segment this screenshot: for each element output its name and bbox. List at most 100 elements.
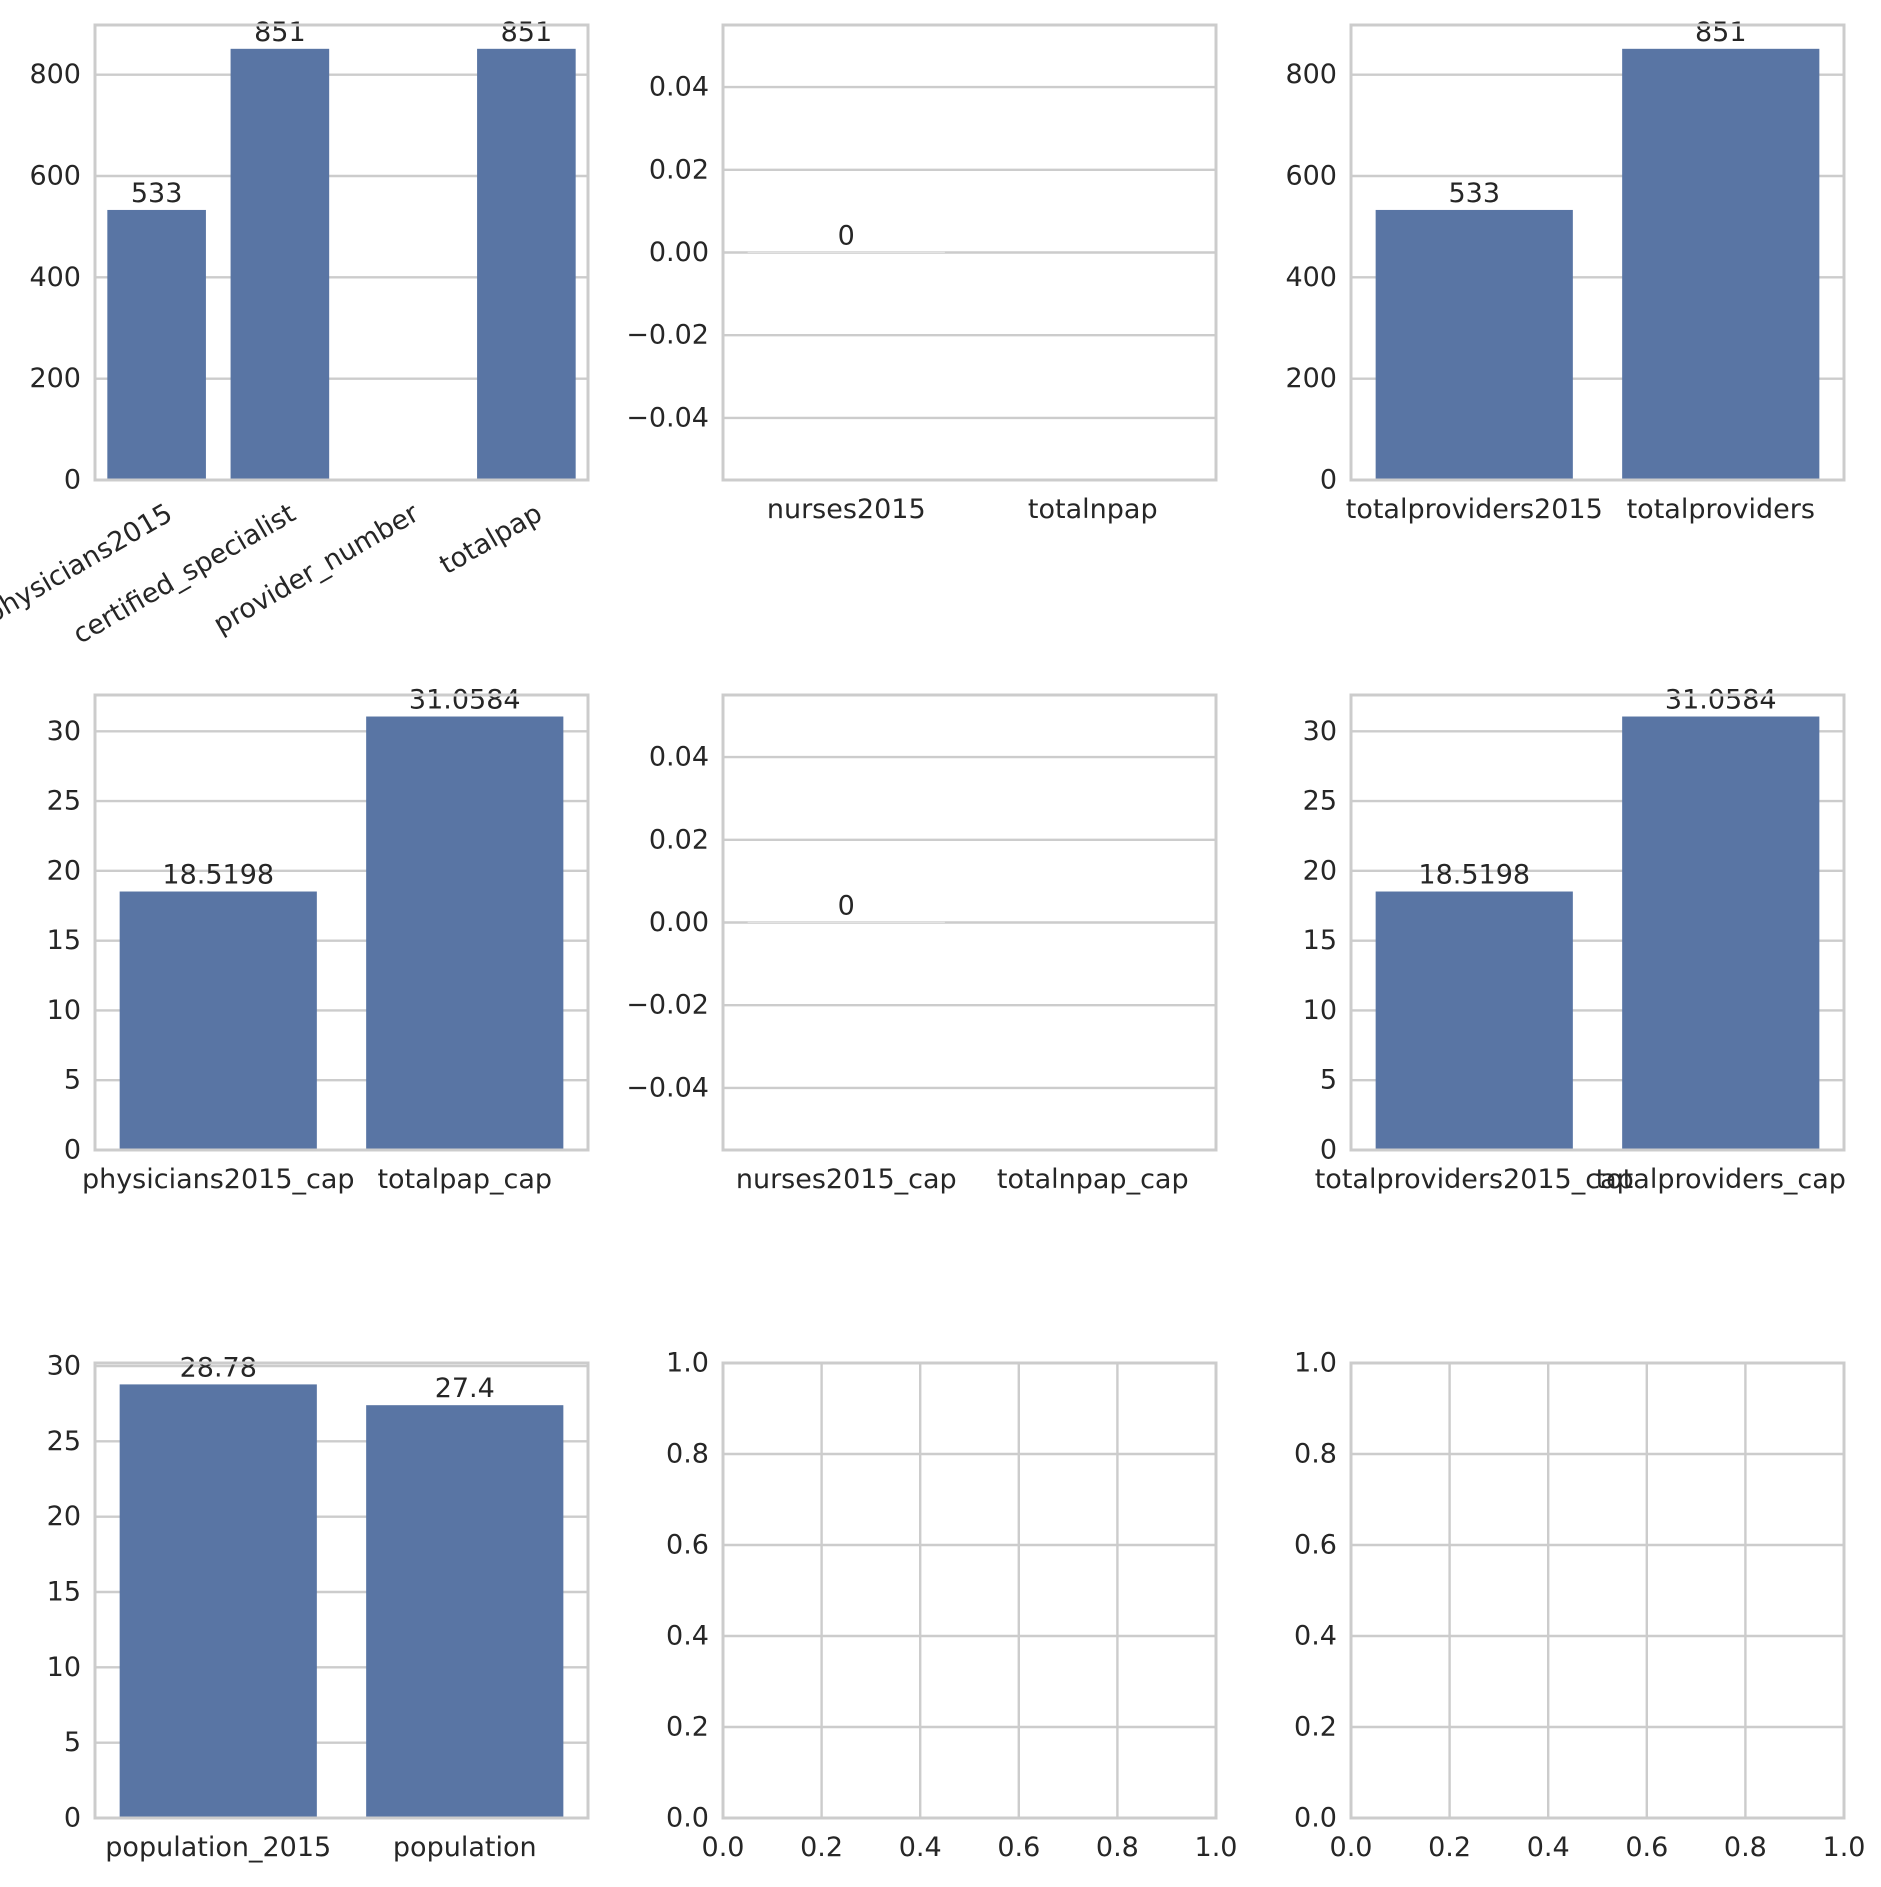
y-tick-label: −0.02	[626, 320, 709, 351]
y-tick-label: 0.0	[1294, 1803, 1337, 1834]
y-tick-label: 0	[1320, 1135, 1337, 1166]
y-tick-label: 400	[29, 262, 81, 293]
bar-value-label: 533	[131, 178, 183, 209]
bar-value-label: 31.0584	[1665, 685, 1777, 716]
bar-value-label: 851	[254, 17, 306, 48]
subplot-2: −0.04 −0.02 0.00 0.02 0.04 0 nurses2015 totalnp…	[626, 23, 1218, 525]
subplot-8: 0.0 0.2 0.4 0.6 0.8 1.0 0.0 0.2 0.4 0.6 0.8 1.0	[666, 1348, 1237, 1864]
y-tick-label: 15	[1303, 925, 1337, 956]
axes-frame	[721, 1361, 1218, 1820]
subplot-4: 0 5 10 15 20 25 30 18.5198 physicians2015_cap 31.…	[47, 685, 590, 1195]
x-tick-label: 0.6	[997, 1832, 1040, 1863]
bar-physicians2015	[107, 209, 206, 480]
y-tick-label: 0.00	[649, 907, 709, 938]
x-tick-label: 0.0	[1330, 1832, 1373, 1863]
bar-population	[366, 1405, 564, 1818]
axes-frame	[93, 693, 590, 1152]
bar-value-label: 18.5198	[162, 860, 274, 891]
bar-totalproviders2015_cap	[1375, 891, 1573, 1150]
y-tick-label: 5	[64, 1727, 81, 1758]
bar-value-label: 0	[838, 891, 855, 922]
y-tick-label: 200	[29, 363, 81, 394]
x-tick-label: 0.2	[1428, 1832, 1471, 1863]
bar-totalproviders_cap	[1622, 716, 1820, 1150]
y-tick-label: 20	[1303, 855, 1337, 886]
subplot-9: 0.0 0.2 0.4 0.6 0.8 1.0 0.0 0.2 0.4 0.6 0.8 1.0	[1294, 1348, 1865, 1864]
bar-value-label: 28.78	[180, 1352, 257, 1383]
y-tick-label: 1.0	[666, 1348, 709, 1379]
x-tick-label: 0.8	[1724, 1832, 1767, 1863]
y-tick-label: 0.4	[1294, 1621, 1337, 1652]
x-tick-label: 0.4	[1527, 1832, 1570, 1863]
x-tick-label: totalpap	[434, 498, 547, 581]
y-tick-label: 30	[1303, 716, 1337, 747]
y-tick-label: 0	[1320, 465, 1337, 496]
y-tick-label: 30	[47, 716, 81, 747]
axes-frame	[721, 693, 1218, 1152]
x-tick-label: 0.8	[1096, 1832, 1139, 1863]
y-tick-label: 0.04	[649, 72, 709, 103]
y-tick-label: 10	[47, 995, 81, 1026]
axes-frame	[1349, 693, 1846, 1152]
x-tick-label: totalproviders	[1627, 494, 1815, 525]
x-tick-label: totalproviders_cap	[1596, 1164, 1846, 1195]
bar-value-label: 851	[1695, 17, 1747, 48]
y-tick-label: 15	[47, 1577, 81, 1608]
x-tick-label: nurses2015_cap	[736, 1164, 957, 1195]
x-tick-label: 0.4	[899, 1832, 942, 1863]
y-tick-label: 200	[1285, 363, 1337, 394]
y-tick-label: 600	[29, 160, 81, 191]
y-tick-label: 10	[47, 1652, 81, 1683]
bar-value-label: 27.4	[435, 1373, 495, 1404]
y-tick-label: 0	[64, 1803, 81, 1834]
x-tick-label: nurses2015	[767, 494, 926, 525]
x-tick-label: totalpap_cap	[377, 1164, 552, 1195]
y-tick-label: −0.04	[626, 1072, 709, 1103]
x-tick-label: totalnpap	[1028, 494, 1158, 525]
y-tick-label: 0.00	[649, 237, 709, 268]
x-tick-label: totalproviders2015_cap	[1315, 1164, 1634, 1195]
x-tick-label: physicians2015_cap	[82, 1164, 355, 1195]
y-tick-label: 0.0	[666, 1803, 709, 1834]
axes-frame	[1349, 23, 1846, 482]
bar-value-label: 851	[501, 17, 553, 48]
y-tick-label: −0.04	[626, 402, 709, 433]
subplot-3: 0 200 400 600 800 533 totalproviders2015 851 tot…	[1285, 17, 1846, 525]
x-tick-label: 0.6	[1625, 1832, 1668, 1863]
subplot-7: 0 5 10 15 20 25 30 28.78 population_2015 27.4 popu…	[47, 1351, 590, 1863]
y-tick-label: 30	[47, 1351, 81, 1382]
y-tick-label: 1.0	[1294, 1348, 1337, 1379]
bar-totalpap_cap	[366, 716, 564, 1150]
x-tick-label: 0.2	[800, 1832, 843, 1863]
y-tick-label: 20	[47, 1501, 81, 1532]
bar-nurses2015_cap	[747, 921, 945, 923]
y-tick-label: 20	[47, 855, 81, 886]
subplot-6: 0 5 10 15 20 25 30 18.5198 totalproviders2015_ca…	[1303, 685, 1846, 1195]
y-tick-label: 25	[1303, 786, 1337, 817]
bar-totalpap	[477, 48, 576, 481]
subplot-1: 0200400600800533physicians2015851certifi…	[0, 17, 590, 650]
axes-frame	[93, 1361, 590, 1820]
x-tick-label: provider_number	[208, 497, 425, 640]
bar-certified_specialist	[230, 48, 330, 481]
y-tick-label: 0.02	[649, 824, 709, 855]
x-tick-label: certified_specialist	[68, 498, 301, 650]
x-tick-label: 1.0	[1195, 1832, 1238, 1863]
x-tick-label: 1.0	[1823, 1832, 1866, 1863]
y-tick-label: 25	[47, 1426, 81, 1457]
axes-frame	[721, 23, 1218, 482]
x-tick-label: totalproviders2015	[1346, 494, 1603, 525]
axes-frame	[93, 23, 590, 482]
y-tick-label: 800	[1285, 59, 1337, 90]
y-tick-label: 25	[47, 786, 81, 817]
bar-nurses2015	[747, 251, 945, 253]
y-tick-label: 800	[29, 59, 81, 90]
y-tick-label: 400	[1285, 262, 1337, 293]
bar-value-label: 0	[838, 221, 855, 252]
bar-totalproviders2015	[1375, 209, 1573, 480]
y-tick-label: 600	[1285, 160, 1337, 191]
y-tick-label: 10	[1303, 995, 1337, 1026]
y-tick-label: 5	[64, 1065, 81, 1096]
bar-value-label: 18.5198	[1418, 860, 1530, 891]
